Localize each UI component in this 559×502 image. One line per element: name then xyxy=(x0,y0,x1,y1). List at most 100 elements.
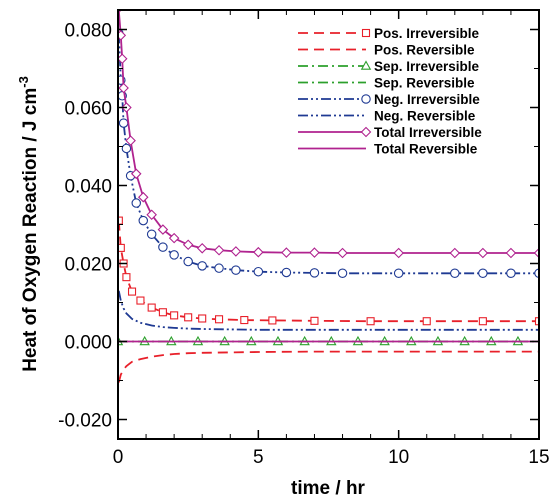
legend-marker xyxy=(361,94,371,104)
data-point xyxy=(118,30,127,41)
data-point xyxy=(214,315,224,324)
data-point xyxy=(118,243,125,252)
legend-marker xyxy=(361,28,371,38)
data-point xyxy=(182,239,194,251)
data-point xyxy=(118,118,129,128)
data-point xyxy=(169,250,179,260)
series-neg-irreversible xyxy=(118,28,539,278)
data-point xyxy=(183,256,193,267)
y-axis-title-exponent: -3 xyxy=(16,76,31,88)
data-point xyxy=(449,247,461,259)
data-point xyxy=(253,246,264,258)
legend-label: Sep. Reversible xyxy=(374,76,475,91)
data-point xyxy=(136,296,145,305)
data-point xyxy=(366,317,375,326)
series-line xyxy=(118,290,539,331)
data-point xyxy=(281,267,292,278)
data-point xyxy=(281,247,292,258)
y-tick-label: 0.020 xyxy=(64,255,112,276)
x-axis-title: time / hr xyxy=(291,478,366,499)
x-tick-label: 15 xyxy=(528,447,549,468)
data-point xyxy=(268,316,277,325)
data-point xyxy=(337,268,348,278)
data-point xyxy=(506,268,516,278)
data-point xyxy=(337,247,348,259)
data-point xyxy=(253,266,264,277)
data-point xyxy=(138,215,149,226)
series-layer xyxy=(118,10,539,383)
data-point xyxy=(240,315,249,325)
legend-background xyxy=(292,24,526,160)
series-neg-reversible xyxy=(118,290,539,331)
series-line xyxy=(118,350,539,383)
legend-marker xyxy=(360,60,372,70)
legend-label: Pos. Reversible xyxy=(374,43,475,58)
legend-label: Pos. Irreversible xyxy=(374,26,480,41)
legend-label: Neg. Irreversible xyxy=(374,92,480,107)
data-point xyxy=(505,247,517,259)
data-point xyxy=(422,317,431,326)
legend-label: Neg. Reversible xyxy=(374,109,476,124)
y-tick-label: 0.080 xyxy=(64,21,112,42)
data-point xyxy=(477,247,489,259)
y-tick-label: 0.000 xyxy=(64,333,112,354)
series-pos-reversible xyxy=(118,350,539,383)
data-point xyxy=(450,268,460,278)
data-point xyxy=(127,287,137,296)
data-point xyxy=(118,53,128,65)
data-point xyxy=(147,303,156,312)
data-point xyxy=(184,313,193,322)
data-point xyxy=(146,229,157,240)
series-pos-irreversible xyxy=(118,216,539,326)
data-point xyxy=(118,82,129,94)
x-tick-label: 10 xyxy=(388,447,409,468)
y-tick-label: -0.020 xyxy=(58,411,112,432)
data-point xyxy=(146,209,157,221)
data-point xyxy=(198,314,207,323)
data-point xyxy=(137,191,149,203)
y-tick-label: 0.060 xyxy=(64,99,112,120)
data-point xyxy=(213,244,225,256)
data-point xyxy=(478,317,487,326)
data-point xyxy=(478,268,488,278)
legend-label: Total Irreversible xyxy=(374,125,482,140)
legend-item-pos-irreversible: Pos. Irreversible xyxy=(298,26,480,41)
data-point xyxy=(131,198,141,208)
data-point xyxy=(310,316,319,325)
x-tick-label: 5 xyxy=(253,447,264,468)
data-point xyxy=(157,224,169,235)
legend-label: Total Reversible xyxy=(374,142,478,157)
legend-marker xyxy=(360,126,372,138)
data-point xyxy=(533,247,539,259)
data-point xyxy=(534,317,539,326)
data-point xyxy=(122,273,131,282)
legend-item-neg-reversible: Neg. Reversible xyxy=(298,109,476,124)
legend-item-total-reversible: Total Reversible xyxy=(298,142,478,157)
legend-item-pos-reversible: Pos. Reversible xyxy=(298,43,475,58)
y-axis-title-text: Heat of Oxygen Reaction / J cm xyxy=(20,88,41,372)
data-point xyxy=(231,265,241,275)
legend-item-total-irreversible: Total Irreversible xyxy=(298,125,482,140)
data-point xyxy=(158,242,168,252)
data-point xyxy=(168,232,180,244)
series-line xyxy=(118,220,539,323)
data-point xyxy=(196,243,208,254)
data-point xyxy=(130,168,142,180)
data-point xyxy=(309,268,320,278)
data-point xyxy=(197,261,207,271)
tick-layer: 0 5 10 15 -0.020 0.000 0.020 0.040 0.060 0.080 xyxy=(58,10,550,468)
legend-item-sep-reversible: Sep. Reversible xyxy=(298,76,475,91)
data-point xyxy=(170,311,179,320)
data-point xyxy=(230,246,242,257)
legend-item-neg-irreversible: Neg. Irreversible xyxy=(298,92,480,107)
y-tick-label: 0.040 xyxy=(64,177,112,198)
data-point xyxy=(125,135,136,146)
data-point xyxy=(158,308,167,317)
x-tick-label: 0 xyxy=(113,447,124,468)
legend-item-sep-irreversible: Sep. Irreversible xyxy=(298,59,480,74)
y-axis-title: Heat of Oxygen Reaction / J cm-3 xyxy=(16,76,41,372)
data-point xyxy=(393,268,404,278)
data-point xyxy=(393,247,404,259)
